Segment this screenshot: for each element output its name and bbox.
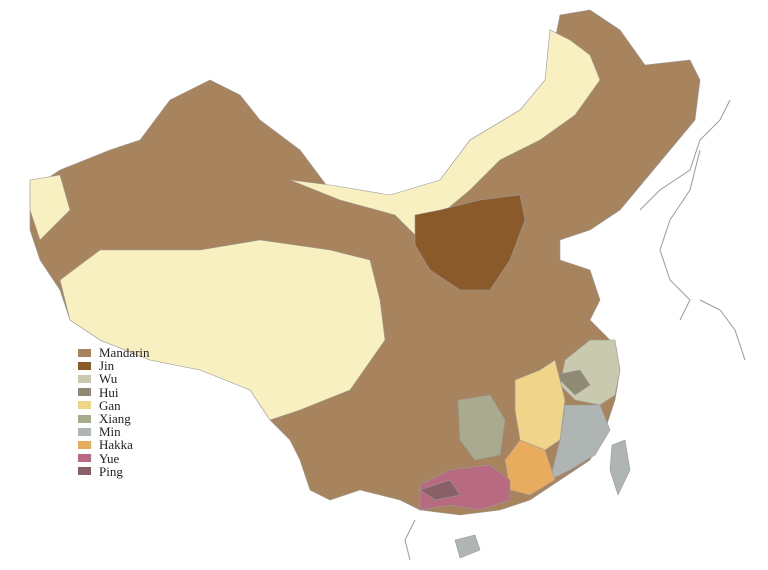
- legend: Mandarin Jin Wu Hui Gan Xiang Min Hakka Yue Ping: [78, 346, 150, 478]
- legend-swatch: [78, 374, 91, 383]
- korea-japan-outline: [404, 99, 746, 561]
- region-ping: [419, 479, 461, 501]
- legend-label: Hakka: [99, 437, 133, 453]
- legend-swatch: [78, 401, 91, 410]
- legend-label: Ping: [99, 463, 123, 479]
- legend-label: Yue: [99, 450, 120, 466]
- legend-item: Wu: [78, 372, 150, 385]
- legend-swatch: [78, 388, 91, 397]
- legend-item: Mandarin: [78, 346, 150, 359]
- region-min: [549, 404, 611, 481]
- legend-swatch: [78, 361, 91, 370]
- legend-label: Wu: [99, 371, 118, 387]
- legend-label: Min: [99, 424, 121, 440]
- legend-swatch: [78, 454, 91, 463]
- legend-swatch: [78, 440, 91, 449]
- legend-swatch: [78, 467, 91, 476]
- legend-label: Jin: [99, 358, 115, 374]
- legend-label: Xiang: [99, 411, 131, 427]
- region-non-chinese-west: [29, 174, 71, 241]
- legend-item: Xiang: [78, 412, 150, 425]
- legend-item: Hui: [78, 386, 150, 399]
- region-jin: [414, 194, 526, 291]
- legend-label: Mandarin: [99, 345, 150, 361]
- region-hainan: [454, 534, 481, 559]
- legend-item: Ping: [78, 465, 150, 478]
- region-hui: [554, 369, 591, 396]
- region-taiwan: [609, 439, 631, 496]
- legend-item: Min: [78, 425, 150, 438]
- legend-swatch: [78, 414, 91, 423]
- region-hakka: [504, 439, 556, 496]
- region-xiang: [457, 394, 506, 461]
- legend-item: Yue: [78, 452, 150, 465]
- region-non-chinese-tibet: [59, 239, 386, 421]
- legend-swatch: [78, 348, 91, 357]
- legend-label: Hui: [99, 384, 119, 400]
- legend-label: Gan: [99, 397, 121, 413]
- legend-item: Gan: [78, 399, 150, 412]
- legend-item: Jin: [78, 359, 150, 372]
- legend-item: Hakka: [78, 438, 150, 451]
- legend-swatch: [78, 427, 91, 436]
